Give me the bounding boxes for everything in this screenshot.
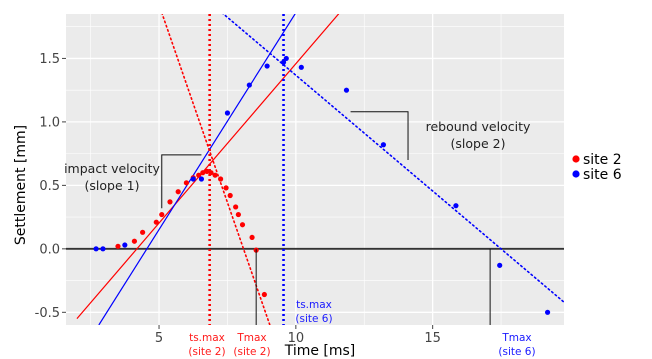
point-site6-6 [246,82,252,88]
point-site2-15 [223,185,229,191]
tmax-site2-sub: (site 2) [233,346,270,358]
point-site6-1 [100,246,106,252]
point-site2-12 [208,170,214,176]
point-site2-18 [235,211,241,218]
ts-max-site2-label: ts.max [189,332,225,344]
x-tick-label-15: 15 [424,331,441,346]
point-site2-3 [153,219,159,225]
point-site2-17 [233,204,239,210]
point-site2-16 [227,192,233,199]
panel-background [66,14,564,325]
point-site2-13 [212,172,218,178]
impact-velocity-label: impact velocity [64,161,160,176]
point-site6-8 [280,59,287,65]
ts-max-site2-sub: (site 2) [188,346,225,358]
data-points [93,55,551,315]
fit-lines [76,14,564,325]
y-tick-label-3: 1.0 [39,115,60,130]
point-site6-11 [343,87,350,93]
rebound-velocity-label: rebound velocity [426,119,531,134]
point-site2-0 [115,243,121,249]
point-site2-22 [261,291,267,298]
x-tick-label-5: 5 [155,331,163,346]
point-site2-14 [217,176,224,182]
y-axis-title: Settlement [mm] [13,125,29,245]
legend: site 2 site 6 [572,152,622,183]
point-site2-20 [249,234,255,241]
tmax-site6-sub: (site 6) [498,346,535,358]
y-tick-label-1: 0.0 [39,242,60,257]
point-site6-13 [453,203,459,209]
point-site6-10 [298,64,304,70]
rebound-bracket [350,111,409,160]
point-site6-14 [497,262,503,268]
y-tick-label-2: 0.5 [39,179,60,194]
point-site2-4 [159,211,165,218]
y-tick-label-0: -0.5 [35,306,60,321]
fit-line-site6-dotted-3 [222,14,564,303]
y-tick-label-4: 1.5 [39,52,60,67]
tmax-site6-label: Tmax [501,332,531,344]
point-site2-1 [131,238,138,244]
rebound-slope-label: (slope 2) [451,136,506,151]
ts-max-site6-label: ts.max [296,299,332,311]
point-site6-5 [224,110,231,116]
impact-slope-label: (slope 1) [85,178,140,193]
legend-site2-label: site 2 [583,152,622,168]
point-site2-5 [167,199,173,205]
point-site6-0 [93,246,99,252]
legend-site6-label: site 6 [583,167,622,183]
slope-brackets [161,111,491,325]
x-axis-title: Time [ms] [284,343,356,359]
point-site2-19 [239,222,246,228]
x-tick-label-10: 10 [288,331,305,346]
point-site2-7 [183,180,189,186]
point-site2-10 [200,170,206,176]
point-site2-11 [204,168,210,175]
tmax-site2-label: Tmax [236,332,266,344]
impact-bracket [161,154,202,209]
fit-line-site6-solid-2 [98,14,296,325]
point-site6-15 [544,309,551,315]
fit-line-site2-solid-0 [76,14,340,320]
axis-ticks: 5 10 15 -0.5 0.0 0.5 1.0 1.5 [35,52,441,346]
legend-site2-marker [572,155,580,163]
point-site6-2 [122,242,128,248]
point-site6-12 [380,142,387,148]
plot-panel [66,14,564,325]
point-site6-9 [283,55,289,62]
point-site2-6 [175,189,181,195]
point-site2-9 [196,172,202,178]
ts-max-site6-sub: (site 6) [295,313,332,325]
point-site2-2 [140,229,146,235]
point-site6-4 [198,176,205,182]
legend-site6-marker [572,170,580,178]
point-site6-7 [264,63,270,69]
fit-line-site2-dotted-1 [161,14,271,325]
point-site6-3 [190,176,196,182]
